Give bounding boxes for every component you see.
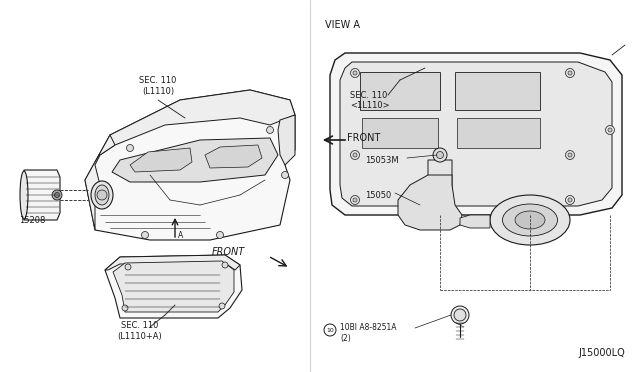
- Polygon shape: [24, 170, 60, 220]
- Circle shape: [219, 303, 225, 309]
- Ellipse shape: [95, 185, 109, 205]
- Text: SEC. 110: SEC. 110: [140, 76, 177, 85]
- Polygon shape: [398, 175, 462, 230]
- Circle shape: [566, 151, 575, 160]
- Circle shape: [52, 190, 62, 200]
- Text: 15050: 15050: [365, 190, 391, 199]
- Circle shape: [605, 125, 614, 135]
- Circle shape: [451, 306, 469, 324]
- Text: SEC. 110: SEC. 110: [122, 321, 159, 330]
- Polygon shape: [362, 118, 438, 148]
- Circle shape: [324, 324, 336, 336]
- Circle shape: [122, 305, 128, 311]
- Circle shape: [351, 151, 360, 160]
- Text: 10BI A8-8251A: 10BI A8-8251A: [340, 324, 397, 333]
- Circle shape: [568, 71, 572, 75]
- Polygon shape: [85, 90, 295, 240]
- Circle shape: [433, 148, 447, 162]
- Polygon shape: [100, 90, 295, 155]
- Circle shape: [216, 231, 223, 238]
- Text: FRONT: FRONT: [347, 133, 380, 143]
- Polygon shape: [278, 115, 295, 165]
- Circle shape: [351, 68, 360, 77]
- Text: (L1110+A): (L1110+A): [118, 332, 163, 341]
- Circle shape: [282, 171, 289, 179]
- Circle shape: [566, 68, 575, 77]
- Circle shape: [568, 198, 572, 202]
- Text: SEC. 110: SEC. 110: [350, 91, 387, 100]
- Ellipse shape: [515, 211, 545, 229]
- Polygon shape: [130, 148, 192, 172]
- Circle shape: [266, 126, 273, 134]
- Polygon shape: [105, 255, 240, 270]
- Text: VIEW A: VIEW A: [325, 20, 360, 30]
- Circle shape: [97, 190, 107, 200]
- Text: A: A: [178, 231, 183, 240]
- Text: 15208: 15208: [19, 216, 45, 225]
- Circle shape: [566, 196, 575, 205]
- Polygon shape: [112, 138, 278, 182]
- Circle shape: [127, 144, 134, 151]
- Circle shape: [608, 128, 612, 132]
- Polygon shape: [205, 145, 262, 168]
- Ellipse shape: [490, 195, 570, 245]
- Circle shape: [353, 198, 357, 202]
- Circle shape: [454, 309, 466, 321]
- Text: 10: 10: [326, 327, 334, 333]
- Polygon shape: [460, 215, 490, 228]
- Circle shape: [351, 196, 360, 205]
- Text: FRONT: FRONT: [212, 247, 245, 257]
- Polygon shape: [360, 72, 440, 110]
- Polygon shape: [457, 118, 540, 148]
- Ellipse shape: [20, 171, 28, 219]
- Circle shape: [141, 231, 148, 238]
- Polygon shape: [455, 72, 540, 110]
- Polygon shape: [340, 62, 612, 206]
- Polygon shape: [330, 53, 622, 215]
- Circle shape: [125, 264, 131, 270]
- Polygon shape: [428, 160, 452, 208]
- Ellipse shape: [91, 181, 113, 209]
- Text: (L1110): (L1110): [142, 87, 174, 96]
- Circle shape: [436, 151, 444, 158]
- Polygon shape: [105, 255, 242, 318]
- Ellipse shape: [502, 204, 557, 236]
- Text: 15053M: 15053M: [365, 155, 399, 164]
- Circle shape: [353, 71, 357, 75]
- Circle shape: [353, 153, 357, 157]
- Polygon shape: [85, 135, 115, 230]
- Polygon shape: [113, 261, 234, 312]
- Text: (2): (2): [340, 334, 351, 343]
- Circle shape: [568, 153, 572, 157]
- Text: <1L110>: <1L110>: [350, 101, 390, 110]
- Text: J15000LQ: J15000LQ: [579, 348, 625, 358]
- Circle shape: [222, 262, 228, 268]
- Circle shape: [54, 192, 60, 198]
